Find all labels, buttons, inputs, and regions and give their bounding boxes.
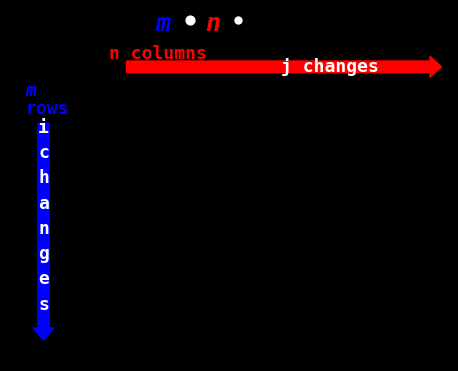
Text: n columns: n columns [109, 45, 207, 63]
Text: j changes: j changes [281, 58, 379, 76]
Text: i: i [38, 119, 49, 137]
Text: rows: rows [25, 101, 69, 118]
Text: m: m [155, 12, 170, 36]
Text: n: n [206, 12, 220, 36]
Text: n: n [38, 220, 49, 238]
Point [234, 17, 242, 23]
Text: c: c [38, 144, 49, 162]
Point [186, 17, 194, 23]
Text: h: h [38, 170, 49, 187]
Text: e: e [38, 270, 49, 288]
Text: g: g [38, 245, 49, 263]
Text: m: m [25, 82, 36, 100]
Text: s: s [38, 296, 49, 313]
Text: a: a [38, 195, 49, 213]
